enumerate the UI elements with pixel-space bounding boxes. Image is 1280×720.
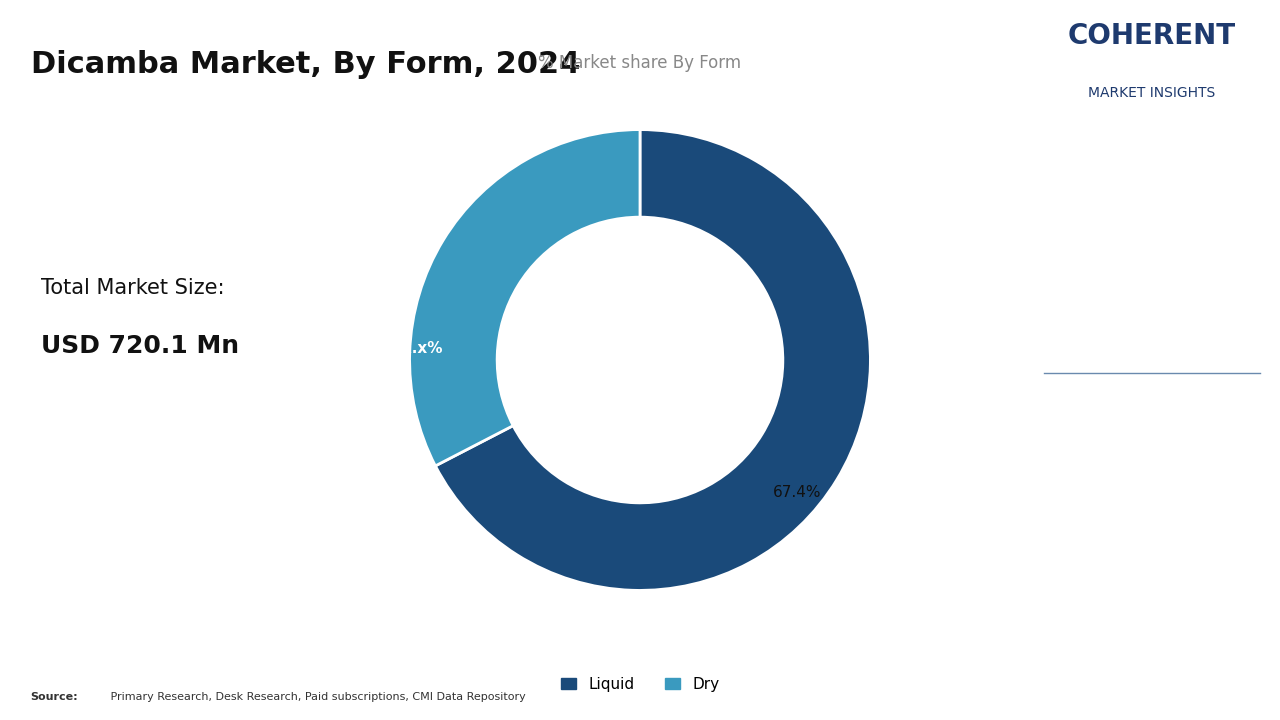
Text: Liquid: Liquid bbox=[1050, 184, 1102, 199]
Text: Primary Research, Desk Research, Paid subscriptions, CMI Data Repository: Primary Research, Desk Research, Paid su… bbox=[106, 692, 526, 702]
Text: 67.4%: 67.4% bbox=[773, 485, 820, 500]
Wedge shape bbox=[435, 130, 870, 590]
Text: COHERENT: COHERENT bbox=[1068, 22, 1236, 50]
Text: xx.x%: xx.x% bbox=[392, 341, 443, 356]
Text: Total Market Size:: Total Market Size: bbox=[41, 278, 224, 298]
Text: 67.4%: 67.4% bbox=[1050, 72, 1213, 117]
Text: Dicamba Market, By Form, 2024: Dicamba Market, By Form, 2024 bbox=[31, 50, 580, 79]
Text: Source:: Source: bbox=[31, 692, 78, 702]
Wedge shape bbox=[410, 130, 640, 466]
Text: USD 720.1 Mn: USD 720.1 Mn bbox=[41, 333, 239, 358]
Text: Form - Estimated: Form - Estimated bbox=[1132, 184, 1267, 199]
Legend: Liquid, Dry: Liquid, Dry bbox=[554, 671, 726, 698]
Text: Market Revenue Share,: Market Revenue Share, bbox=[1050, 238, 1228, 253]
Text: MARKET INSIGHTS: MARKET INSIGHTS bbox=[1088, 86, 1216, 100]
Text: Dicamba
Market: Dicamba Market bbox=[1050, 402, 1172, 470]
Text: % Market share By Form: % Market share By Form bbox=[539, 54, 741, 72]
Text: 2024: 2024 bbox=[1050, 292, 1088, 307]
